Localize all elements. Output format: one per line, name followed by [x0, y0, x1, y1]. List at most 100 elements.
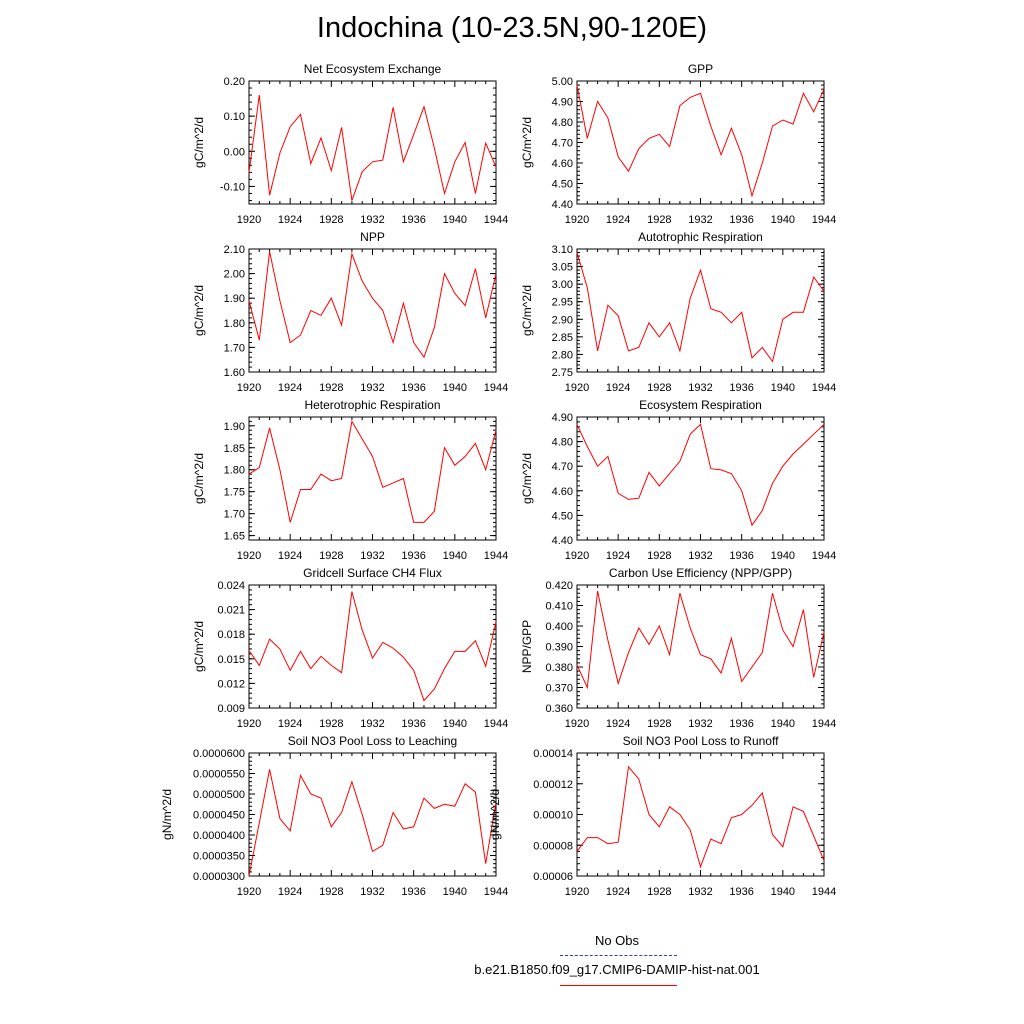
x-tick-label: 1936	[401, 550, 425, 562]
x-tick-label: 1936	[729, 550, 753, 562]
y-tick-label: 0.00006	[533, 871, 573, 883]
legend-obs-label: No Obs	[594, 933, 640, 948]
x-tick-label: 1944	[812, 382, 836, 394]
y-tick-label: 5.00	[552, 76, 573, 88]
y-tick-label: 2.00	[224, 269, 245, 281]
plot-frame	[576, 248, 825, 373]
y-tick-label: 1.70	[224, 342, 245, 354]
x-tick-label: 1944	[484, 886, 508, 898]
y-tick-label: 0.20	[224, 76, 245, 88]
x-tick-label: 1924	[606, 214, 630, 226]
y-tick-label: 1.80	[224, 465, 245, 477]
y-tick-label: 0.018	[217, 629, 245, 641]
y-tick-label: 0.370	[545, 683, 573, 695]
x-tick-label: 1944	[812, 886, 836, 898]
y-tick-label: 3.00	[552, 279, 573, 291]
x-tick-label: 1944	[484, 214, 508, 226]
x-tick-label: 1936	[401, 718, 425, 730]
plot-frame	[248, 80, 497, 205]
y-axis-label: gC/m^2/d	[192, 453, 206, 504]
x-tick-label: 1940	[771, 382, 795, 394]
x-tick-label: 1944	[484, 382, 508, 394]
legend-model-label: b.e21.B1850.f09_g17.CMIP6-DAMIP-hist-nat…	[474, 962, 760, 977]
series-line	[248, 251, 497, 359]
y-tick-label: 1.65	[224, 531, 245, 543]
y-tick-label: 4.90	[552, 412, 573, 424]
plot-frame	[248, 584, 497, 709]
y-tick-label: 0.420	[545, 580, 573, 592]
x-tick-label: 1932	[360, 886, 384, 898]
x-tick-label: 1928	[647, 214, 671, 226]
x-tick-label: 1940	[443, 382, 467, 394]
legend-obs-line	[560, 955, 677, 956]
y-tick-label: 2.75	[552, 367, 573, 379]
series-line	[248, 95, 497, 201]
x-tick-label: 1940	[771, 550, 795, 562]
panel-3: NPP gC/m^2/d 1920 1924 1928 1932 1936 1940 1944 1…	[192, 230, 508, 394]
y-axis-label: gC/m^2/d	[520, 117, 534, 168]
series-line	[576, 590, 825, 690]
x-tick-label: 1924	[606, 550, 630, 562]
y-tick-label: 0.390	[545, 642, 573, 654]
y-tick-label: 1.75	[224, 487, 245, 499]
y-tick-label: 1.90	[224, 293, 245, 305]
plot-frame	[576, 752, 825, 877]
panel-5: Heterotrophic Respiration gC/m^2/d 1920 192…	[192, 398, 508, 562]
panel-4: Autotrophic Respiration gC/m^2/d 1920 1924 1…	[520, 230, 836, 394]
panel-10: Soil NO3 Pool Loss to Runoff gN/m^2/d 1920…	[488, 734, 836, 898]
panel-title: Carbon Use Efficiency (NPP/GPP)	[609, 566, 792, 580]
series-line	[576, 252, 825, 363]
y-axis-label: gC/m^2/d	[192, 285, 206, 336]
x-tick-label: 1928	[319, 214, 343, 226]
y-tick-label: 2.10	[224, 244, 245, 256]
x-tick-label: 1932	[688, 550, 712, 562]
y-tick-label: 0.360	[545, 703, 573, 715]
x-tick-label: 1920	[237, 718, 261, 730]
plot-frame	[248, 416, 497, 541]
y-axis-label: gN/m^2/d	[488, 789, 502, 840]
y-tick-label: 4.80	[552, 117, 573, 129]
x-tick-label: 1920	[565, 382, 589, 394]
y-tick-label: 3.05	[552, 262, 573, 274]
x-tick-label: 1940	[443, 550, 467, 562]
x-tick-label: 1928	[647, 382, 671, 394]
y-tick-label: 2.80	[552, 349, 573, 361]
x-tick-label: 1924	[278, 382, 302, 394]
panel-9: Soil NO3 Pool Loss to Leaching gN/m^2/d 19…	[160, 734, 508, 898]
x-tick-label: 1944	[812, 718, 836, 730]
x-tick-label: 1932	[360, 718, 384, 730]
x-tick-label: 1944	[484, 550, 508, 562]
x-tick-label: 1928	[319, 718, 343, 730]
y-tick-label: 0.00008	[533, 840, 573, 852]
y-tick-label: 1.90	[224, 421, 245, 433]
y-tick-label: 4.40	[552, 199, 573, 211]
y-tick-label: 0.0000300	[193, 871, 245, 883]
x-tick-label: 1924	[278, 550, 302, 562]
x-tick-label: 1944	[484, 718, 508, 730]
panel-title: NPP	[360, 230, 385, 244]
y-tick-label: 4.70	[552, 138, 573, 150]
y-axis-label: gC/m^2/d	[520, 285, 534, 336]
y-tick-label: 0.0000550	[193, 769, 245, 781]
panel-7: Gridcell Surface CH4 Flux gC/m^2/d 1920 192…	[192, 566, 508, 730]
y-tick-label: 4.60	[552, 486, 573, 498]
y-tick-label: 4.80	[552, 437, 573, 449]
y-tick-label: 1.85	[224, 443, 245, 455]
series-line	[248, 419, 497, 523]
y-tick-label: 2.95	[552, 297, 573, 309]
x-tick-label: 1920	[237, 550, 261, 562]
panel-title: Soil NO3 Pool Loss to Leaching	[288, 734, 457, 748]
y-tick-label: 0.00	[224, 146, 245, 158]
x-tick-label: 1928	[647, 550, 671, 562]
x-tick-label: 1932	[688, 718, 712, 730]
plot-frame	[576, 584, 825, 709]
panel-8: Carbon Use Efficiency (NPP/GPP) NPP/GPP 19…	[520, 566, 836, 730]
series-line	[576, 765, 825, 869]
y-tick-label: 0.012	[217, 678, 245, 690]
x-tick-label: 1936	[401, 382, 425, 394]
x-tick-label: 1932	[360, 214, 384, 226]
y-tick-label: 0.00014	[533, 748, 573, 760]
x-tick-label: 1928	[647, 718, 671, 730]
panel-title: GPP	[688, 62, 713, 76]
y-tick-label: -0.10	[220, 181, 245, 193]
